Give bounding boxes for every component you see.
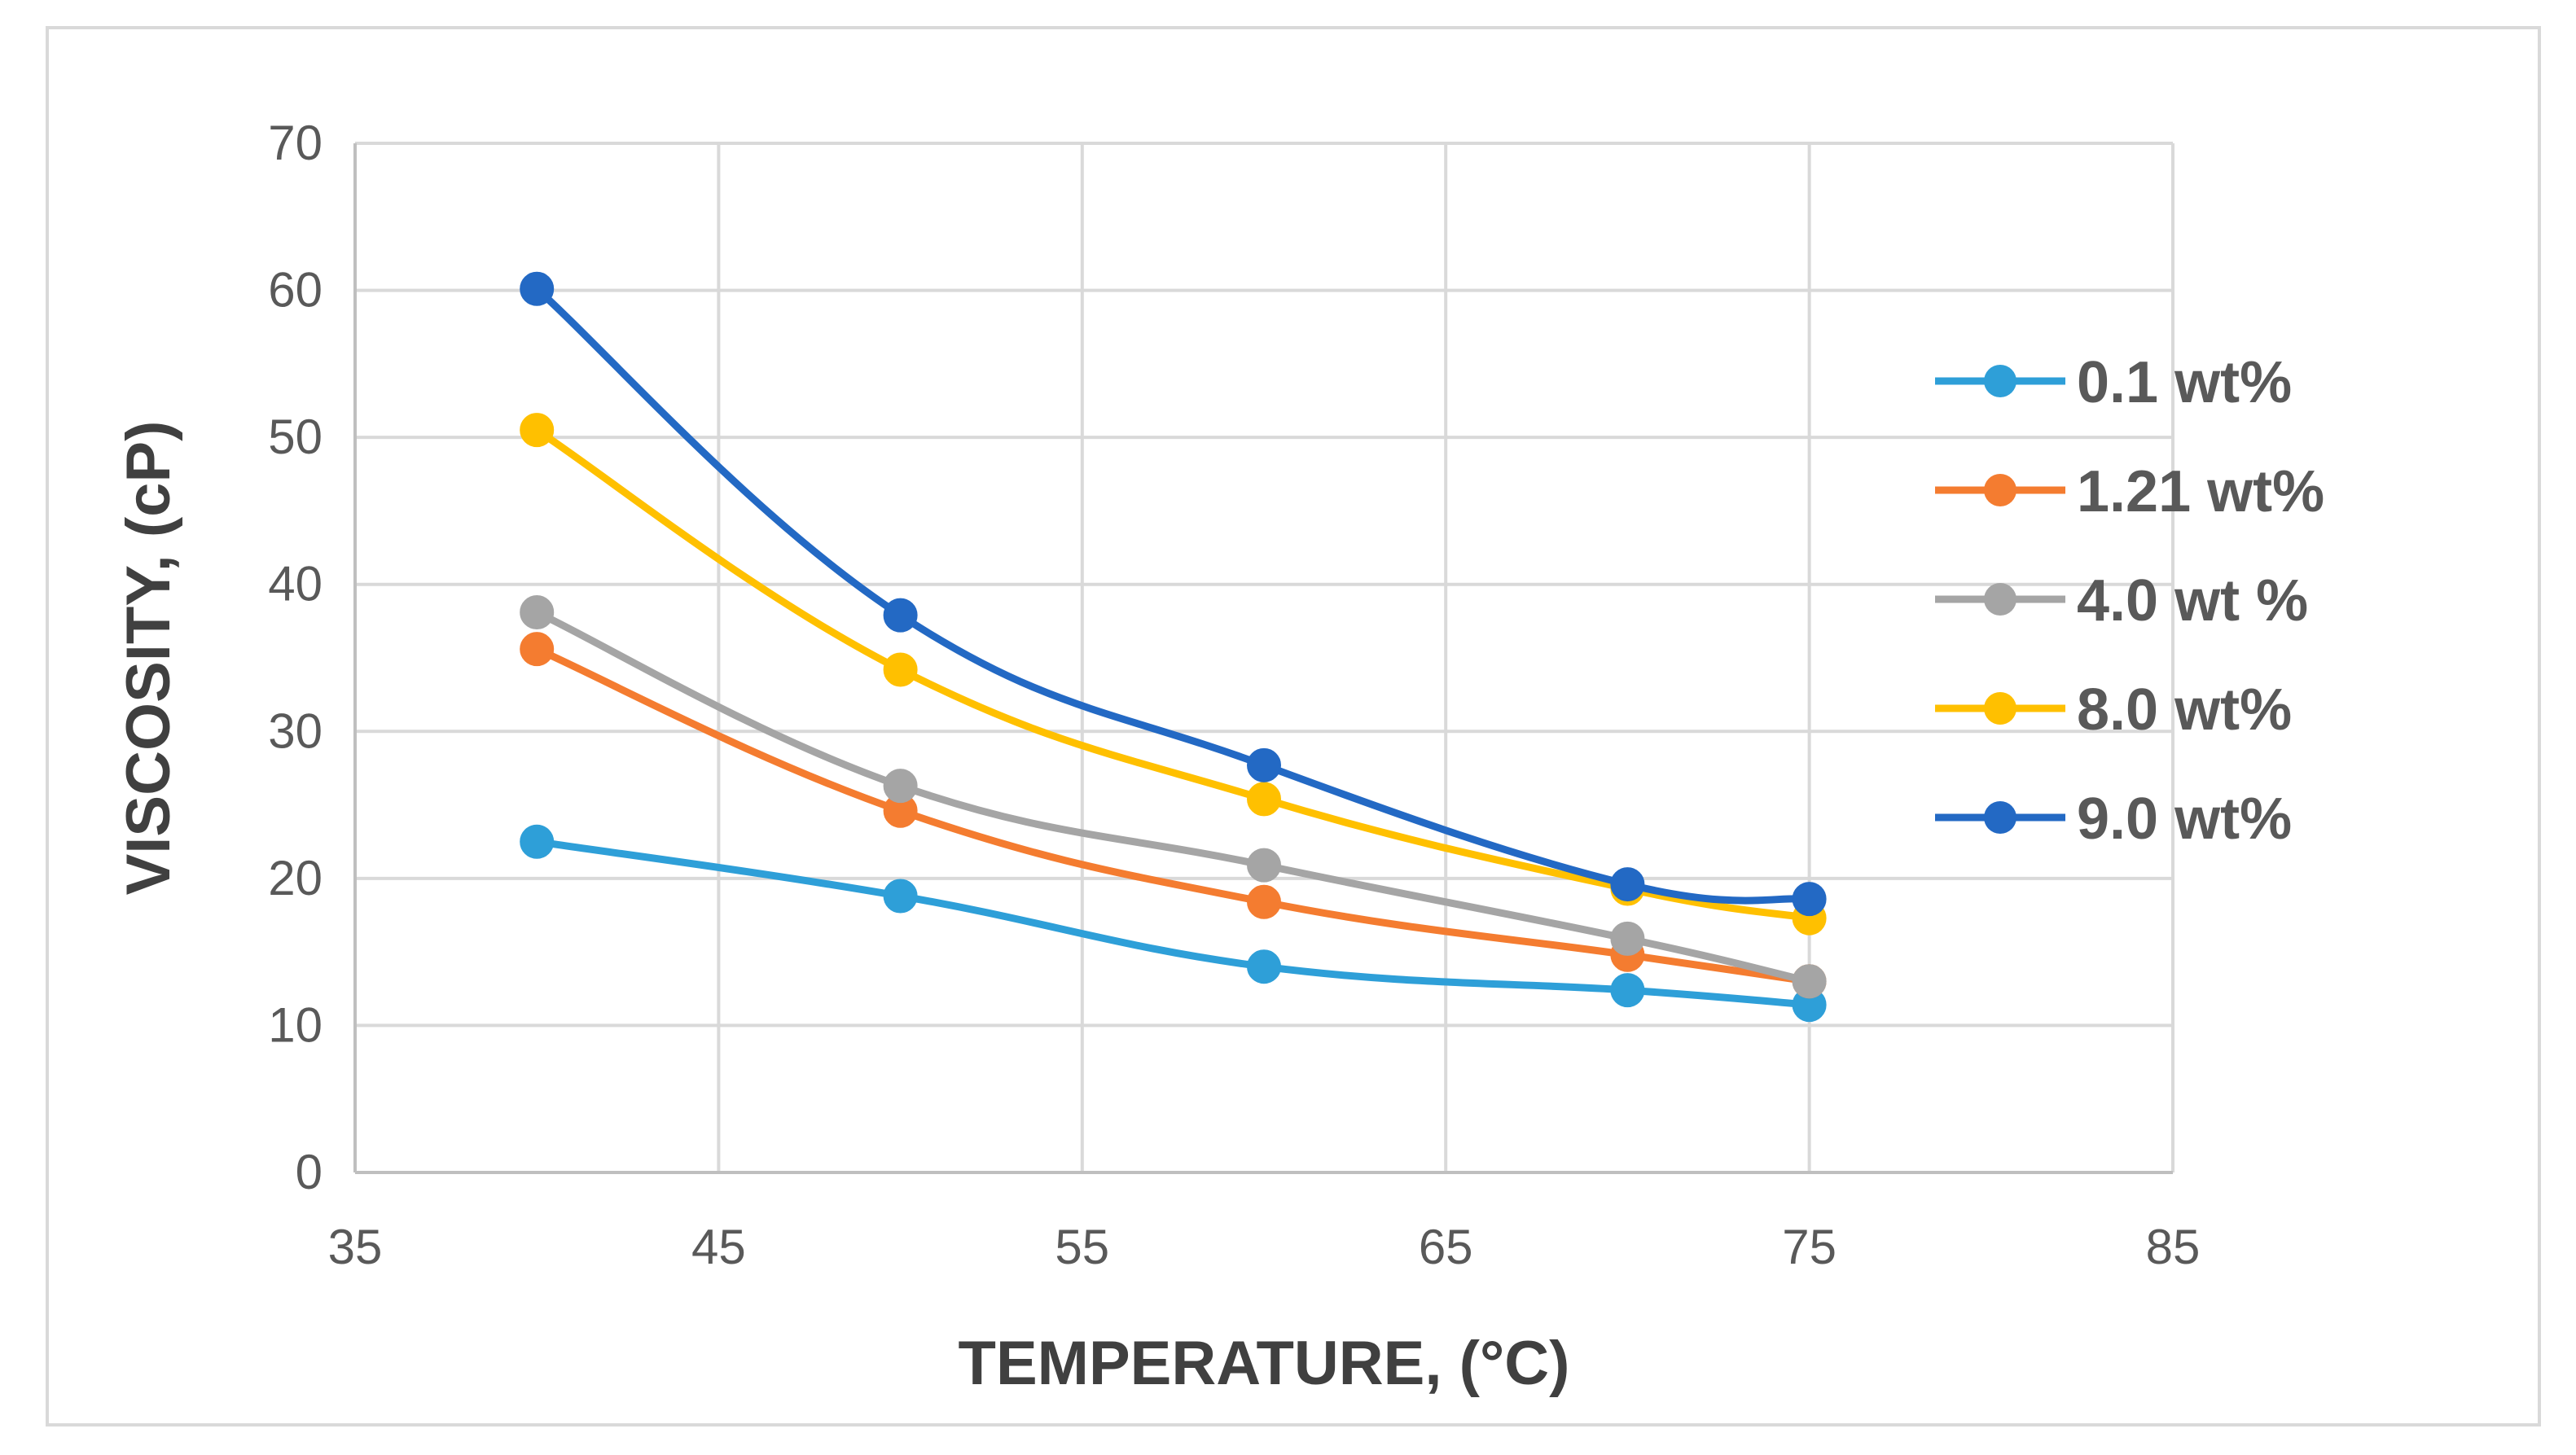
data-point [883,652,918,687]
data-point [1610,973,1645,1008]
x-tick-label: 85 [2146,1220,2201,1274]
data-point [1610,921,1645,956]
legend-swatch-marker [1984,365,2016,397]
series-line [533,285,1814,905]
data-point [520,271,555,306]
viscosity-temperature-chart: 0 10 20 30 40 50 60 70 35 45 55 65 75 85 0.1 wt% 1.21 … [114,116,2324,1398]
legend-entry: 0.1 wt% [1935,350,2292,415]
data-point [1247,747,1281,782]
y-tick-label: 30 [268,703,323,758]
chart-frame: 0 10 20 30 40 50 60 70 35 45 55 65 75 85 0.1 wt% 1.21 … [46,26,2541,1427]
data-point [520,595,555,630]
legend-entry: 4.0 wt % [1935,568,2308,633]
x-tick-label: 35 [328,1220,383,1274]
series-9-0-wt- [520,271,1827,917]
series-line [533,838,1814,1009]
y-tick-label: 50 [268,410,323,464]
legend-entry: 1.21 wt% [1935,459,2324,524]
series-0-1-wt- [520,824,1827,1023]
x-axis-title: TEMPERATURE, (°C) [959,1329,1570,1398]
data-point [520,824,555,859]
data-point [883,769,918,804]
legend-label: 0.1 wt% [2077,350,2292,415]
y-tick-label: 40 [268,557,323,611]
y-tick-label: 70 [268,116,323,170]
legend-label: 1.21 wt% [2077,459,2324,524]
x-tick-label: 45 [691,1220,746,1274]
x-tick-label: 55 [1055,1220,1109,1274]
y-tick-label: 0 [296,1145,323,1199]
data-point [1247,848,1281,883]
data-point [1792,882,1827,917]
legend-entry: 8.0 wt% [1935,677,2292,743]
legend-label: 9.0 wt% [2077,787,2292,852]
data-point [520,413,555,448]
y-tick-label: 60 [268,263,323,318]
data-point [1247,782,1281,817]
data-point [1610,867,1645,902]
legend-swatch-marker [1984,474,2016,506]
x-tick-label: 75 [1782,1220,1837,1274]
legend-label: 8.0 wt% [2077,677,2292,743]
axes: 0 10 20 30 40 50 60 70 35 45 55 65 75 85 [268,116,2200,1274]
legend-swatch-marker [1984,692,2016,725]
data-point [1247,949,1281,984]
series-line [533,608,1814,985]
x-tick-label: 65 [1419,1220,1473,1274]
legend: 0.1 wt% 1.21 wt% 4.0 wt % 8.0 wt% 9.0 wt% [1935,350,2324,852]
series-8-0-wt- [520,413,1827,936]
data-point [1247,884,1281,919]
series-lines [520,271,1827,1023]
y-tick-label: 10 [268,997,323,1052]
data-point [520,632,555,667]
series-line [533,645,1814,985]
legend-swatch-marker [1984,801,2016,834]
y-axis-title: VISCOSITY, (cP) [114,421,183,896]
data-point [1792,964,1827,999]
legend-swatch-marker [1984,583,2016,616]
series-4-0-wt- [520,595,1827,999]
data-point [883,879,918,914]
y-tick-label: 20 [268,851,323,905]
legend-label: 4.0 wt % [2077,568,2308,633]
legend-entry: 9.0 wt% [1935,787,2292,852]
series-line [533,426,1814,923]
data-point [883,598,918,633]
